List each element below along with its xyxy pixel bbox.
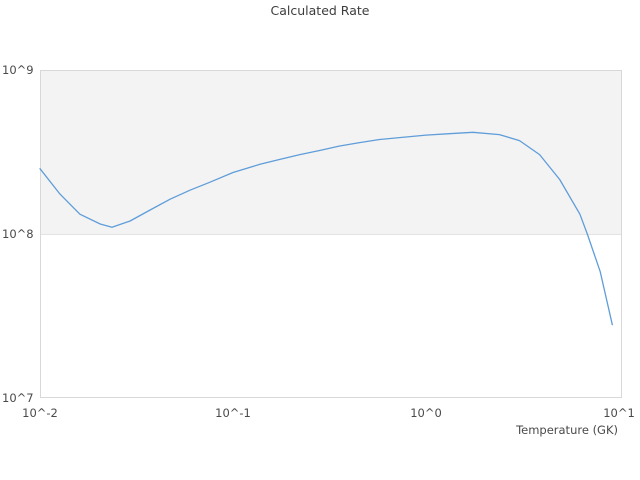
x-tick-label: 10^-2	[22, 406, 58, 420]
rate-curve	[39, 131, 613, 326]
y-tick-label: 10^9	[2, 63, 34, 77]
x-tick-label: 10^0	[410, 406, 442, 420]
chart-title: Calculated Rate	[270, 3, 370, 18]
plot-border	[40, 70, 622, 398]
shaded-band	[40, 70, 622, 234]
x-tick-label: 10^-1	[215, 406, 251, 420]
y-tick-label: 10^7	[2, 391, 34, 405]
x-tick-label: 10^1	[603, 406, 635, 420]
x-axis-title: Temperature (GK)	[516, 423, 618, 437]
y-tick-label: 10^8	[2, 227, 34, 241]
